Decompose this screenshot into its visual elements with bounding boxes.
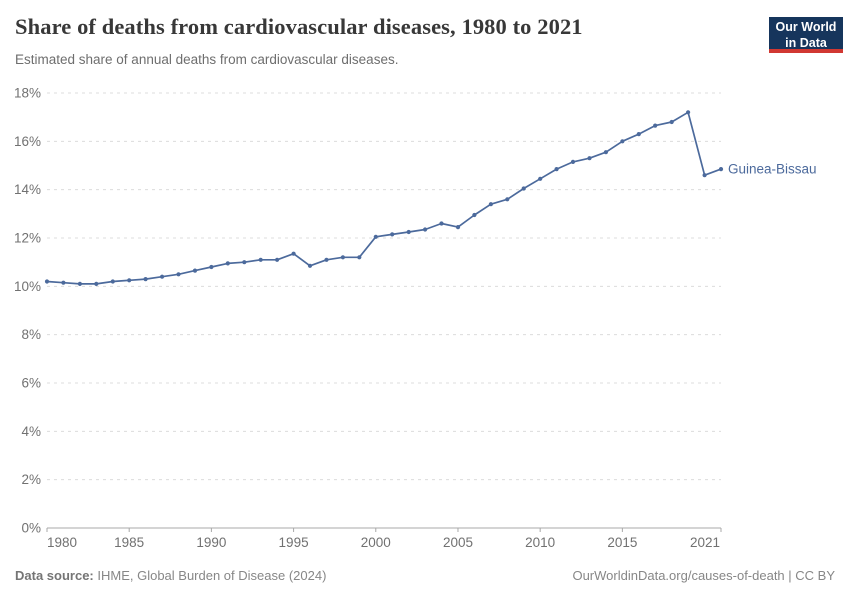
owid-logo-line2: in Data [785,35,827,50]
x-tick-label: 2021 [690,535,720,550]
x-tick-label: 2010 [525,535,555,550]
data-point[interactable] [538,176,543,181]
y-tick-label: 12% [14,231,41,246]
data-point[interactable] [61,280,66,285]
data-point[interactable] [406,229,411,235]
data-point[interactable] [570,159,576,164]
data-source-note: Data source: IHME, Global Burden of Dise… [15,568,326,583]
data-point[interactable] [373,234,378,239]
data-point[interactable] [275,257,280,262]
data-point[interactable] [110,279,115,284]
data-point[interactable] [636,132,641,137]
data-point[interactable] [340,255,345,260]
data-point[interactable] [209,264,214,270]
data-point[interactable] [718,167,724,172]
data-point[interactable] [143,277,148,282]
y-tick-label: 4% [21,424,41,439]
data-point[interactable] [603,150,609,155]
data-point[interactable] [77,281,82,286]
data-point[interactable] [669,119,674,125]
chart-footer: Data source: IHME, Global Burden of Dise… [15,568,835,583]
data-point[interactable] [702,173,707,178]
data-point[interactable] [488,202,493,207]
data-point[interactable] [176,272,181,277]
data-point[interactable] [44,279,50,284]
data-point[interactable] [521,186,526,191]
x-tick-label: 1995 [279,535,309,550]
x-tick-label: 1985 [114,535,144,550]
chart-title: Share of deaths from cardiovascular dise… [15,14,583,39]
series-line-guinea-bissau[interactable] [46,111,722,285]
owid-logo[interactable]: Our World in Data [769,17,843,53]
owid-logo-line1: Our World [775,20,837,34]
data-source-text: IHME, Global Burden of Disease (2024) [93,568,327,583]
data-point[interactable] [291,251,296,256]
y-tick-label: 0% [21,521,41,536]
data-point[interactable] [439,221,444,226]
data-point[interactable] [307,263,313,268]
data-source-label: Data source: [15,568,94,583]
data-point[interactable] [242,260,247,265]
data-point[interactable] [620,139,625,144]
data-point[interactable] [258,257,263,262]
x-tick-label: 2005 [443,535,473,550]
y-tick-label: 6% [21,376,41,391]
data-point[interactable] [423,227,428,232]
y-tick-label: 14% [14,182,41,197]
data-point[interactable] [127,278,132,283]
data-point[interactable] [472,212,477,218]
data-point[interactable] [554,167,559,172]
y-tick-label: 8% [21,327,41,342]
data-point[interactable] [160,274,165,279]
x-tick-label: 2015 [607,535,637,550]
x-tick-label: 1990 [196,535,226,550]
data-point[interactable] [192,268,198,273]
x-tick-label: 2000 [361,535,391,550]
license-link[interactable]: OurWorldinData.org/causes-of-death | CC … [572,568,835,583]
chart-subtitle: Estimated share of annual deaths from ca… [15,52,399,67]
data-point[interactable] [225,261,230,266]
y-tick-label: 18% [14,86,41,101]
data-point[interactable] [505,197,510,202]
data-point[interactable] [324,257,329,262]
y-tick-label: 16% [14,134,41,149]
data-point[interactable] [653,123,658,128]
data-point[interactable] [686,110,691,115]
y-tick-label: 10% [14,279,41,294]
data-point[interactable] [94,281,99,286]
data-point[interactable] [357,255,362,260]
entity-label[interactable]: Guinea-Bissau [728,162,817,177]
x-tick-label: 1980 [47,535,77,550]
data-point[interactable] [587,156,592,161]
data-point[interactable] [455,225,461,230]
y-tick-label: 2% [21,472,41,487]
data-point[interactable] [390,232,395,237]
